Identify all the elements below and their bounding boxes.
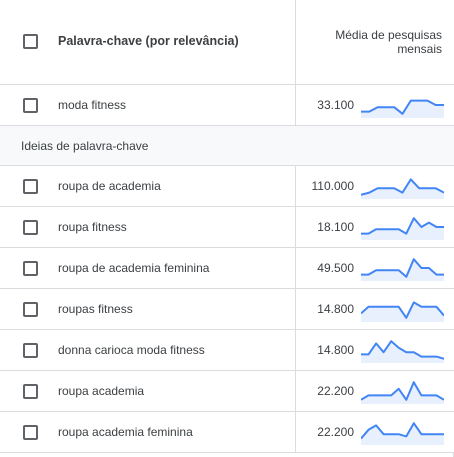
avg-searches-value: 22.200 [317, 425, 354, 439]
column-divider [295, 166, 296, 207]
section-label: Ideias de palavra-chave [21, 139, 149, 153]
sparkline-line [361, 340, 444, 360]
sparkline-line [361, 217, 444, 235]
column-divider [295, 289, 296, 330]
sparkline-line [361, 301, 444, 319]
row-checkbox[interactable] [23, 261, 38, 276]
row-checkbox[interactable] [23, 343, 38, 358]
avg-searches-value: 14.800 [317, 302, 354, 316]
row-checkbox[interactable] [23, 302, 38, 317]
avg-searches-value: 22.200 [317, 384, 354, 398]
keyword-ideas-section-header: Ideias de palavra-chave [0, 126, 454, 166]
sparkline-line [361, 99, 444, 115]
column-divider [295, 248, 296, 289]
keyword-text[interactable]: roupa academia [58, 384, 145, 398]
keyword-text[interactable]: moda fitness [58, 98, 127, 112]
avg-searches-value: 14.800 [317, 343, 354, 357]
table-row[interactable]: moda fitness 33.100 [0, 85, 454, 126]
column-divider [295, 412, 296, 453]
avg-searches-value: 33.100 [317, 98, 354, 112]
table-row[interactable]: roupas fitness 14.800 [0, 289, 454, 330]
keyword-text[interactable]: roupas fitness [58, 302, 133, 316]
trend-sparkline [361, 340, 444, 363]
table-row[interactable]: roupa fitness 18.100 [0, 207, 454, 248]
avg-searches-value: 49.500 [317, 261, 354, 275]
trend-sparkline [361, 217, 444, 240]
trend-sparkline [361, 178, 444, 199]
trend-sparkline [361, 301, 444, 322]
keyword-text[interactable]: roupa fitness [58, 220, 127, 234]
sparkline-area [361, 382, 444, 404]
row-checkbox[interactable] [23, 179, 38, 194]
column-divider [295, 207, 296, 248]
column-divider [295, 85, 296, 126]
avg-searches-value: 18.100 [317, 220, 354, 234]
row-checkbox[interactable] [23, 220, 38, 235]
keyword-text[interactable]: roupa de academia feminina [58, 261, 210, 275]
keyword-text[interactable]: roupa de academia [58, 179, 161, 193]
keyword-text[interactable]: roupa academia feminina [58, 425, 193, 439]
sparkline-line [361, 381, 444, 401]
table-header: Palavra-chave (por relevância) Média de … [0, 0, 454, 85]
sparkline-line [361, 258, 444, 278]
table-row[interactable]: roupa academia 22.200 [0, 371, 454, 412]
keyword-column-label[interactable]: Palavra-chave (por relevância) [58, 34, 239, 48]
row-checkbox[interactable] [23, 98, 38, 113]
sparkline-area [361, 179, 444, 199]
column-divider [295, 330, 296, 371]
trend-sparkline [361, 422, 444, 445]
avg-searches-label-line1: Média de pesquisas [335, 28, 442, 42]
avg-searches-column-label[interactable]: Média de pesquisas mensais [302, 28, 442, 56]
keyword-text[interactable]: donna carioca moda fitness [58, 343, 205, 357]
sparkline-area [361, 341, 444, 363]
table-row[interactable]: roupa de academia 110.000 [0, 166, 454, 207]
table-row[interactable]: roupa de academia feminina 49.500 [0, 248, 454, 289]
trend-sparkline [361, 258, 444, 281]
row-checkbox[interactable] [23, 384, 38, 399]
sparkline-line [361, 178, 444, 196]
trend-sparkline [361, 99, 444, 118]
column-divider [295, 371, 296, 412]
sparkline-area [361, 423, 444, 445]
row-checkbox[interactable] [23, 425, 38, 440]
sparkline-line [361, 422, 444, 440]
sparkline-area [361, 259, 444, 281]
table-row[interactable]: roupa academia feminina 22.200 [0, 412, 454, 453]
avg-searches-label-line2: mensais [397, 42, 442, 56]
avg-searches-value: 110.000 [311, 179, 355, 193]
trend-sparkline [361, 381, 444, 404]
keyword-column-header[interactable]: Palavra-chave (por relevância) [0, 0, 296, 85]
avg-searches-column-header[interactable]: Média de pesquisas mensais [296, 0, 454, 85]
table-row[interactable]: donna carioca moda fitness 14.800 [0, 330, 454, 371]
select-all-checkbox[interactable] [23, 34, 38, 49]
sparkline-area [361, 218, 444, 240]
sparkline-area [361, 100, 444, 118]
column-divider [295, 0, 296, 85]
